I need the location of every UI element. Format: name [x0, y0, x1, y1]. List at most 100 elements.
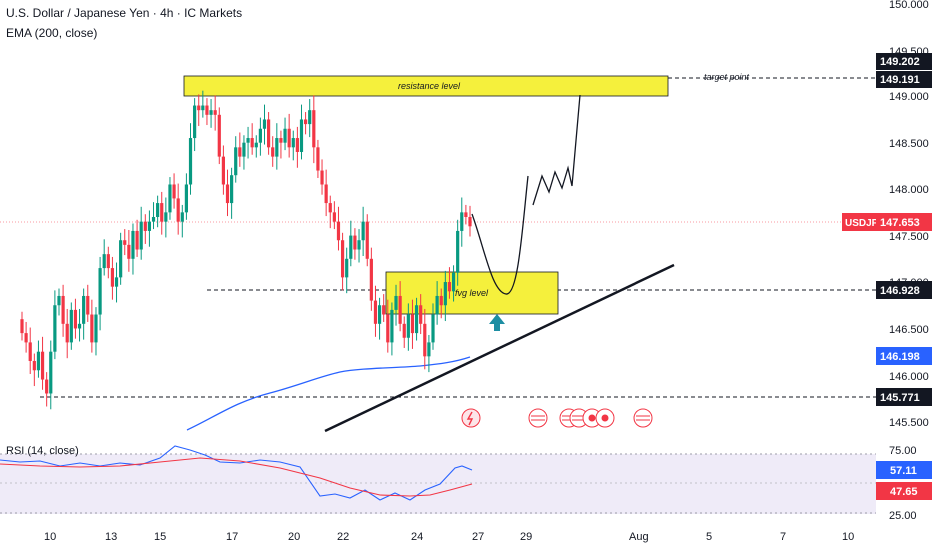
price-tick: 145.500 — [889, 417, 929, 429]
candle-body — [365, 221, 369, 259]
us-flag-icon[interactable] — [633, 408, 653, 428]
us-flag-icon[interactable] — [528, 408, 548, 428]
candle-body — [382, 305, 386, 315]
candle-body — [217, 114, 221, 157]
candle-body — [246, 138, 250, 143]
candle-body — [275, 138, 279, 157]
candle-body — [303, 119, 308, 125]
candle-body — [230, 175, 234, 204]
candle-body — [369, 258, 373, 301]
candle-body — [156, 203, 160, 217]
indicator-label: EMA (200, close) — [6, 26, 98, 40]
lightning-icon[interactable] — [461, 408, 481, 428]
rsi-label: RSI (14, close) — [6, 445, 79, 457]
candle-body — [312, 110, 316, 148]
candle-body — [131, 230, 135, 259]
candle-body — [201, 105, 205, 111]
fvg-label: fvg level — [455, 288, 489, 298]
resistance-zone[interactable] — [183, 75, 669, 97]
price-tick: 149.000 — [889, 91, 929, 103]
rsi-tick: 25.00 — [889, 510, 917, 522]
candle-body — [349, 235, 353, 259]
candle-body — [406, 314, 410, 338]
candle-body — [123, 240, 127, 245]
candle-body — [119, 240, 123, 278]
time-tick: 29 — [520, 531, 532, 543]
candle-body — [65, 323, 69, 343]
time-tick: 10 — [842, 531, 854, 543]
us-flag-icon[interactable] — [569, 408, 589, 428]
candle-body — [164, 212, 168, 222]
price-badge-bg — [876, 388, 932, 406]
candle-body — [419, 305, 423, 324]
candle-body — [82, 295, 86, 324]
candle-body — [110, 268, 115, 287]
candle-body — [197, 105, 201, 111]
candle-body — [98, 268, 102, 315]
candle-body — [209, 110, 213, 115]
ema-200-line — [186, 356, 471, 431]
candle-body — [468, 217, 472, 227]
candle-body — [69, 309, 73, 343]
candle-body — [451, 272, 456, 292]
candle-body — [386, 314, 390, 343]
candle-body — [53, 305, 57, 352]
rsi-ma-line — [0, 457, 473, 497]
candle-body — [61, 295, 65, 324]
candle-body — [213, 110, 217, 115]
candle-body — [423, 323, 427, 357]
time-tick: 24 — [411, 531, 423, 543]
candle-body — [238, 147, 242, 157]
candle-body — [106, 254, 110, 269]
candle-body — [267, 119, 271, 148]
candle-body — [283, 128, 287, 143]
price-tick: 148.500 — [889, 138, 929, 150]
candle-body — [427, 342, 431, 357]
candle-body — [49, 351, 53, 394]
time-tick: 5 — [706, 531, 712, 543]
candle-body — [127, 244, 131, 259]
candle-body — [73, 309, 78, 329]
candle-body — [345, 258, 349, 278]
chart-title: U.S. Dollar / Japanese Yen · 4h · IC Mar… — [6, 6, 243, 20]
candle-body — [394, 295, 398, 310]
candle-body — [45, 379, 49, 394]
candle-body — [258, 128, 262, 143]
candle-body — [435, 295, 439, 315]
candle-body — [139, 221, 143, 250]
up-arrow — [489, 314, 505, 331]
price-badge-bg — [876, 53, 932, 70]
projection-zigzag — [532, 94, 581, 206]
candle-body — [410, 314, 415, 334]
time-tick: 17 — [226, 531, 238, 543]
candle-body — [151, 217, 156, 222]
price-tick: 146.000 — [889, 371, 929, 383]
candle-body — [443, 282, 447, 306]
rsi-badge-bg — [876, 461, 932, 479]
candle-body — [86, 295, 90, 315]
time-tick: Aug — [629, 531, 649, 543]
price-badge: 145.771 — [880, 392, 920, 404]
candle-body — [193, 105, 197, 139]
candle-body — [20, 319, 24, 334]
candle-body — [176, 198, 180, 222]
time-tick: 27 — [472, 531, 484, 543]
event-icons — [461, 408, 653, 428]
candle-body — [160, 203, 164, 222]
jp-flag-icon[interactable] — [595, 408, 615, 428]
rsi-band — [0, 454, 876, 514]
fvg-zone[interactable] — [385, 271, 559, 315]
candle-body — [262, 119, 267, 129]
price-badge-bg — [876, 281, 932, 299]
candle-body — [464, 212, 468, 217]
candle-body — [295, 138, 299, 152]
rsi-axis: 75.00 25.00 — [889, 445, 917, 522]
resistance-label: resistance level — [398, 81, 461, 91]
candle-body — [242, 142, 246, 157]
candle-body — [287, 128, 291, 148]
trendline[interactable] — [324, 263, 675, 433]
candle-body — [361, 221, 365, 241]
time-tick: 13 — [105, 531, 117, 543]
candle-body — [414, 305, 419, 334]
